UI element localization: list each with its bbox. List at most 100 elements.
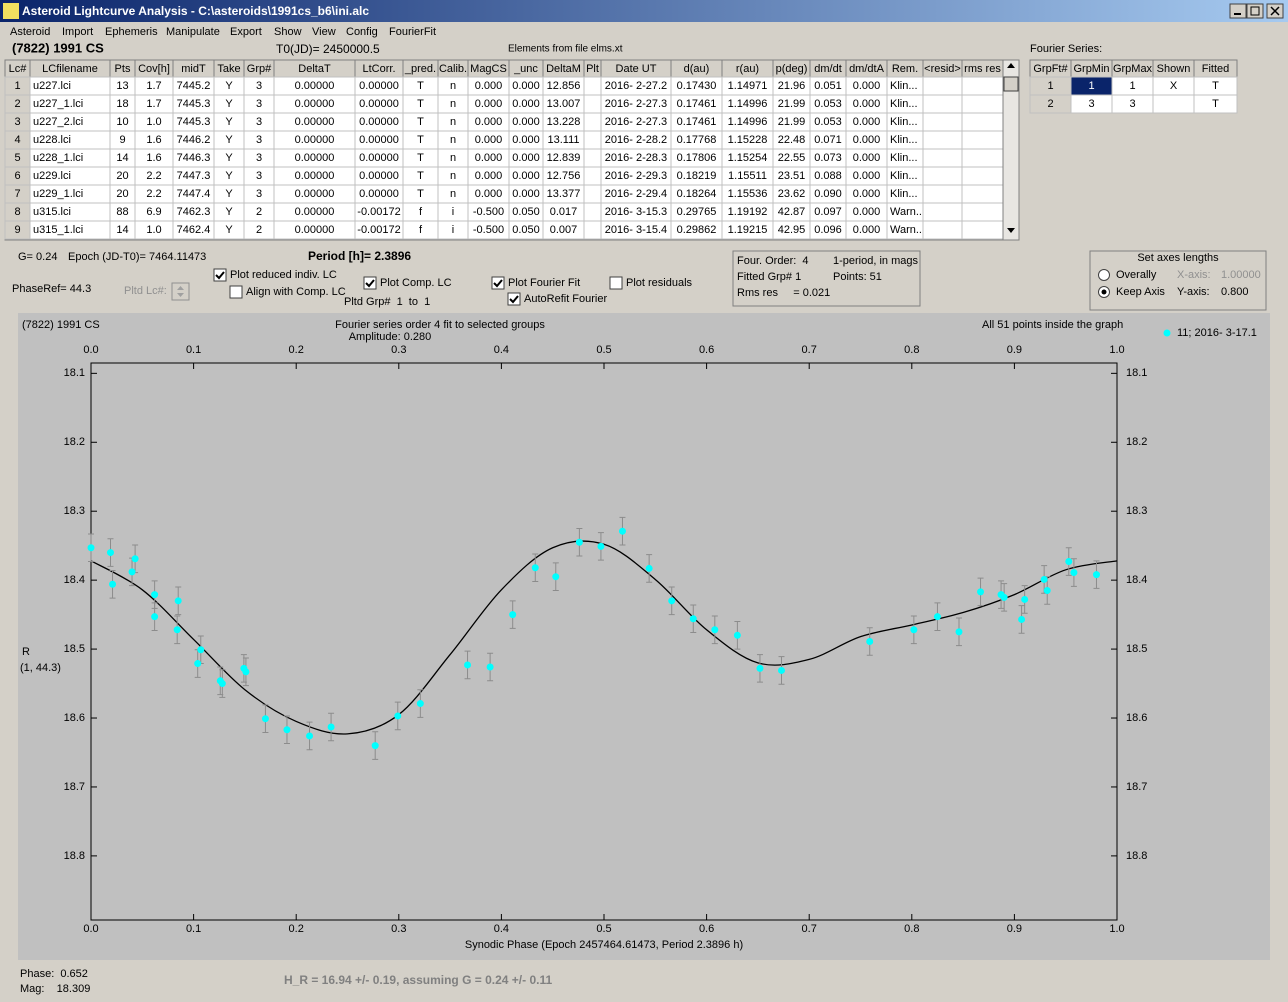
cell-text: 0.00000: [359, 80, 399, 92]
cell-text: 0.18264: [677, 188, 717, 200]
cell-text: 0.29862: [677, 224, 717, 236]
cell-text: 0.00000: [295, 116, 335, 128]
checkbox[interactable]: [507, 292, 521, 306]
points-note: All 51 points inside the graph: [982, 319, 1123, 331]
cell[interactable]: [1152, 94, 1195, 114]
y-tick-label-right: 18.4: [1126, 574, 1147, 586]
cell-text: 0.00000: [295, 170, 335, 182]
cell: [922, 112, 963, 132]
h-result: H_R = 16.94 +/- 0.19, assuming G = 0.24 …: [284, 973, 552, 987]
icon: [1250, 6, 1260, 16]
cell: [961, 148, 1004, 168]
cell-text: 0.000: [853, 224, 881, 236]
check-mark: [365, 279, 375, 288]
cell-text: 4: [14, 134, 20, 146]
cell-text: 0.00000: [295, 224, 335, 236]
data-point: [173, 626, 181, 634]
x-tick-label-top: 0.0: [83, 344, 98, 356]
cell-text: 12.856: [547, 80, 581, 92]
data-point: [242, 668, 250, 676]
cell: [922, 130, 963, 150]
y-axis-title: R: [22, 646, 30, 658]
checkbox[interactable]: [363, 276, 377, 290]
cell-text: 10: [116, 116, 128, 128]
checkbox-label: AutoRefit Fourier: [524, 293, 607, 305]
checkbox[interactable]: [229, 285, 243, 299]
y-axis-value: 0.800: [1221, 286, 1249, 298]
column-header: Shown: [1157, 63, 1191, 75]
cell-text: u229_1.lci: [33, 188, 83, 200]
column-header: dm/dtA: [849, 63, 885, 75]
spinner[interactable]: [171, 282, 190, 301]
plot-panel: [18, 313, 1270, 960]
menu-item: Manipulate: [166, 26, 220, 38]
cell-text: -0.00172: [357, 206, 400, 218]
data-point: [216, 677, 224, 685]
radio[interactable]: [1098, 269, 1110, 281]
cell-text: 0.097: [814, 206, 842, 218]
cell-text: 9: [14, 224, 20, 236]
menu-item: Config: [346, 26, 378, 38]
points: Points: 51: [833, 271, 882, 283]
data-point: [131, 555, 139, 563]
cell-text: 0.00000: [295, 80, 335, 92]
data-point: [1000, 593, 1008, 601]
cell-text: 2.2: [146, 188, 161, 200]
cell-text: Klin...: [890, 170, 918, 182]
cell-text: 13.007: [547, 98, 581, 110]
cell-text: 20: [116, 170, 128, 182]
cell-text: 1: [1088, 80, 1094, 92]
menu-item: FourierFit: [389, 26, 436, 38]
cell-text: 42.87: [778, 206, 806, 218]
menu-item: Asteroid: [10, 26, 50, 38]
cell-text: 13.377: [547, 188, 581, 200]
cell-text: 0.051: [814, 80, 842, 92]
cell-text: 1.14971: [728, 80, 768, 92]
column-header: _unc: [513, 63, 538, 75]
x-tick-label-top: 0.7: [802, 344, 817, 356]
cell-text: 2016- 2-28.3: [605, 152, 667, 164]
cell-text: 1.15511: [728, 170, 767, 182]
cell-text: T: [417, 134, 424, 146]
x-tick-label: 0.2: [289, 923, 304, 935]
cell-text: T: [417, 152, 424, 164]
data-point: [711, 626, 719, 634]
cell-text: 0.096: [814, 224, 842, 236]
menu-item: Ephemeris: [105, 26, 158, 38]
cell-text: u228.lci: [33, 134, 71, 146]
column-header: GrpFt#: [1033, 63, 1068, 75]
cell-text: 2016- 3-15.4: [605, 224, 667, 236]
cell-text: 0.00000: [295, 134, 335, 146]
object-name: (7822) 1991 CS: [12, 40, 104, 55]
cell-text: 2016- 2-29.4: [605, 188, 667, 200]
cell: [583, 202, 602, 222]
cell-text: 23.51: [778, 170, 806, 182]
scrollbar[interactable]: [1002, 59, 1020, 241]
maximize-button[interactable]: [1246, 3, 1264, 19]
cell-text: 0.000: [512, 80, 540, 92]
cell-text: 42.95: [778, 224, 806, 236]
data-point: [689, 615, 697, 623]
cell-text: -0.00172: [357, 224, 400, 236]
epoch: Epoch (JD-T0)= 7464.11473: [68, 251, 206, 263]
data-point: [106, 549, 114, 557]
minimize-button[interactable]: [1229, 3, 1247, 19]
cell-text: 7445.3: [177, 98, 211, 110]
cell-text: 0.00000: [295, 206, 335, 218]
cell: [922, 166, 963, 186]
checkbox[interactable]: [609, 276, 623, 290]
checkbox[interactable]: [491, 276, 505, 290]
cell-text: 0.00000: [359, 170, 399, 182]
cell-text: Klin...: [890, 134, 918, 146]
cell[interactable]: [1193, 94, 1238, 114]
column-header: r(au): [736, 63, 759, 75]
checkbox[interactable]: [213, 268, 227, 282]
x-tick-label: 0.5: [596, 923, 611, 935]
cell: [583, 148, 602, 168]
scroll-thumb[interactable]: [1003, 76, 1019, 92]
cell: [961, 130, 1004, 150]
cell-text: T: [417, 116, 424, 128]
cell-text: 14: [116, 224, 128, 236]
cell-text: 3: [1088, 98, 1094, 110]
cell-text: T: [1212, 80, 1219, 92]
